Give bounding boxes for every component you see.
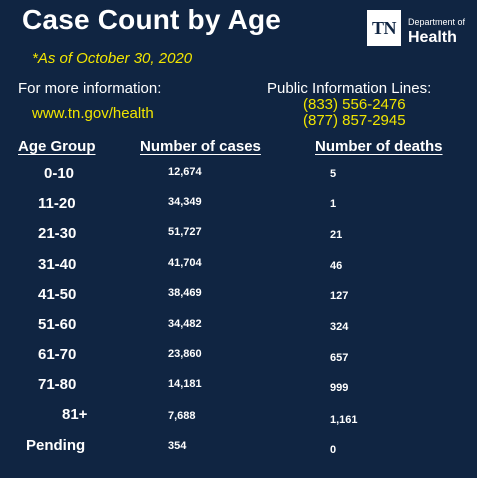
deaths-cell: 5 (330, 168, 337, 180)
cases-cell: 38,469 (168, 287, 202, 299)
deaths-cell: 127 (330, 290, 349, 302)
deaths-cell: 1 (330, 198, 337, 210)
deaths-cell: 999 (330, 382, 349, 394)
cases-cell: 34,482 (168, 318, 202, 330)
public-lines-label: Public Information Lines: (267, 80, 432, 97)
age-group-cell: 31-40 (38, 256, 77, 273)
age-group-cell: 41-50 (38, 286, 77, 303)
logo-department-text: Department of (408, 17, 466, 27)
cases-cell: 354 (168, 440, 187, 452)
cases-cell: 14,181 (168, 378, 202, 390)
age-group-cell: 0-10 (44, 165, 75, 182)
as-of-date: *As of October 30, 2020 (32, 50, 193, 67)
deaths-cell: 324 (330, 321, 349, 333)
health-website-link[interactable]: www.tn.gov/health (32, 105, 154, 122)
header-number-of-cases: Number of cases (140, 138, 261, 155)
tn-logo-mark: TN (367, 10, 401, 46)
phone-number-2: (877) 857-2945 (303, 112, 406, 129)
header-age-group: Age Group (18, 138, 96, 155)
tn-health-logo: TN Department of Health (367, 10, 472, 50)
deaths-cell: 657 (330, 352, 349, 364)
header-number-of-deaths: Number of deaths (315, 138, 443, 155)
deaths-cell: 46 (330, 260, 343, 272)
deaths-cell: 0 (330, 444, 337, 456)
age-group-cell: 61-70 (38, 346, 77, 363)
age-group-cell: 21-30 (38, 225, 77, 242)
cases-cell: 41,704 (168, 257, 202, 269)
phone-number-1: (833) 556-2476 (303, 96, 406, 113)
deaths-cell: 1,161 (330, 414, 358, 426)
deaths-cell: 21 (330, 229, 343, 241)
cases-cell: 51,727 (168, 226, 202, 238)
age-group-cell: 71-80 (38, 376, 77, 393)
age-group-cell: Pending (26, 437, 86, 454)
cases-cell: 12,674 (168, 166, 202, 178)
age-group-cell: 51-60 (38, 316, 77, 333)
age-group-cell: 11-20 (38, 195, 76, 212)
more-info-label: For more information: (18, 80, 162, 97)
cases-cell: 23,860 (168, 348, 202, 360)
logo-health-text: Health (408, 29, 457, 46)
age-group-cell: 81+ (62, 406, 88, 423)
page-title: Case Count by Age (22, 4, 282, 35)
cases-cell: 34,349 (168, 196, 202, 208)
cases-cell: 7,688 (168, 410, 196, 422)
